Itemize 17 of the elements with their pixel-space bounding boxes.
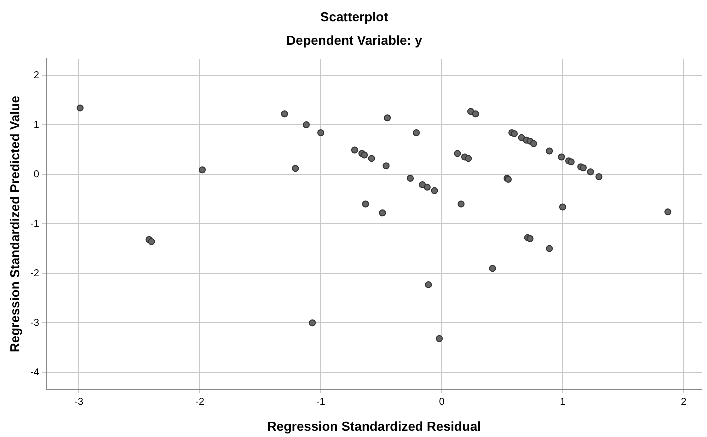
y-tick-label: -4 — [30, 367, 40, 378]
y-tick-label: 0 — [34, 169, 40, 180]
y-tick-label: -1 — [30, 218, 40, 230]
x-tick-label: 0 — [439, 397, 446, 408]
x-tick-label: -1 — [316, 397, 326, 408]
x-tick-label: -2 — [196, 397, 205, 408]
y-tick-label: 1 — [34, 120, 40, 131]
chart-title: Scatterplot — [320, 9, 390, 24]
x-axis-title: Regression Standardized Residual — [267, 418, 482, 434]
x-tick-label: 2 — [681, 397, 688, 408]
x-tick-label: -3 — [74, 397, 84, 408]
y-axis-title: Regression Standardized Predicted Value — [7, 96, 22, 353]
y-tick-label: -3 — [30, 318, 40, 329]
chart-subtitle: Dependent Variable: y — [286, 32, 424, 48]
y-tick-label: -2 — [30, 268, 40, 280]
y-tick-label: 2 — [34, 70, 40, 82]
x-tick-label: 1 — [560, 397, 566, 408]
